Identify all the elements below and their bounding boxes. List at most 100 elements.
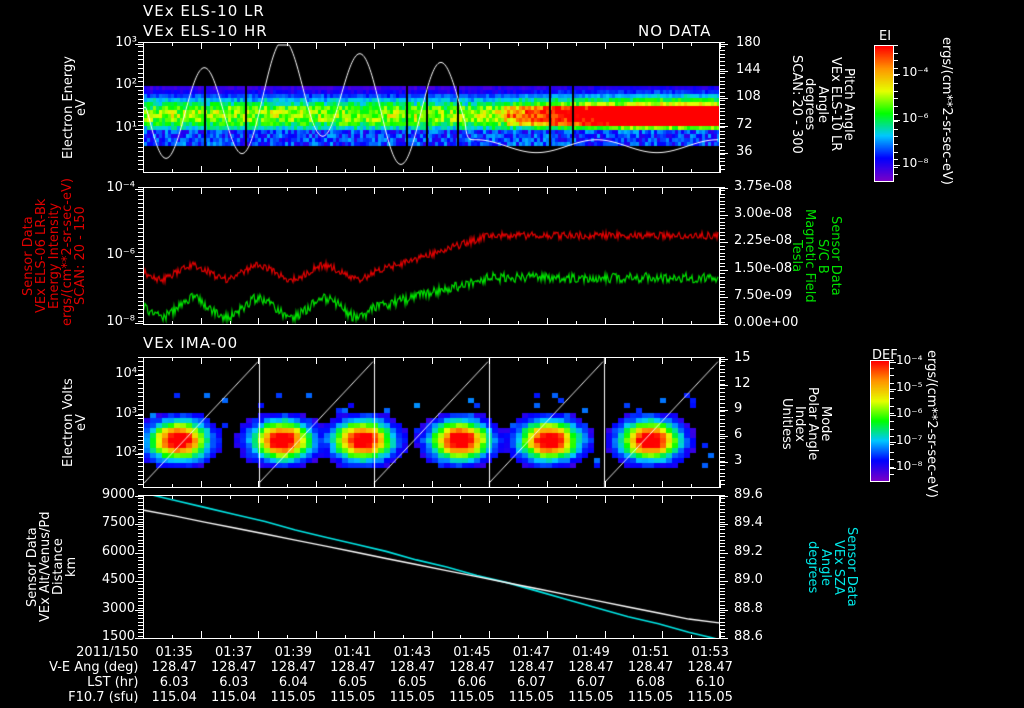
axis-tick xyxy=(894,144,898,145)
table-cell: 115.04 xyxy=(151,690,197,705)
axis-tick xyxy=(720,187,721,194)
axis-tick xyxy=(720,449,725,450)
axis-tick xyxy=(720,266,725,267)
axis-tick xyxy=(720,638,728,639)
axis-tick xyxy=(720,225,725,226)
axis-tick xyxy=(691,187,692,191)
axis-tick xyxy=(633,42,634,46)
axis-tick xyxy=(138,567,143,568)
axis-tick xyxy=(720,469,725,470)
axis-tick xyxy=(138,584,143,585)
panel4-plot-area[interactable] xyxy=(143,495,720,639)
panel2-plot-area[interactable] xyxy=(143,187,720,325)
axis-tick xyxy=(138,449,143,450)
axis-tick xyxy=(258,42,259,49)
axis-tick-label: 6 xyxy=(734,427,743,442)
panel1-plot-area[interactable] xyxy=(143,42,720,173)
axis-tick xyxy=(138,543,143,544)
axis-tick xyxy=(720,294,725,295)
axis-tick xyxy=(890,421,894,422)
axis-tick xyxy=(720,615,725,616)
axis-tick xyxy=(894,75,898,76)
axis-tick xyxy=(720,380,725,381)
axis-tick xyxy=(138,383,143,384)
axis-tick xyxy=(138,519,143,520)
axis-tick xyxy=(605,166,606,173)
axis-tick xyxy=(258,318,259,325)
axis-tick xyxy=(345,484,346,488)
axis-tick xyxy=(720,188,728,189)
axis-tick xyxy=(720,131,725,132)
axis-tick xyxy=(138,264,143,265)
table-cell: 01:37 xyxy=(215,645,253,660)
axis-tick xyxy=(720,438,725,439)
axis-tick xyxy=(138,321,143,322)
axis-tick xyxy=(138,236,143,237)
axis-tick xyxy=(143,631,144,639)
axis-tick xyxy=(138,103,143,104)
axis-tick xyxy=(201,481,202,488)
axis-tick xyxy=(720,119,725,120)
axis-tick-label: 10⁻⁶ xyxy=(896,406,923,420)
axis-tick-label: 4500 xyxy=(101,572,135,587)
axis-tick xyxy=(576,495,577,499)
axis-tick xyxy=(201,318,202,325)
axis-tick xyxy=(143,166,144,173)
axis-tick xyxy=(720,259,725,260)
axis-tick xyxy=(138,284,143,285)
panel3-plot-area[interactable] xyxy=(143,357,720,488)
axis-tick-label: 7500 xyxy=(101,515,135,530)
axis-tick xyxy=(720,318,725,319)
axis-tick xyxy=(374,357,375,364)
axis-tick xyxy=(138,553,143,554)
axis-tick xyxy=(605,357,606,364)
axis-tick xyxy=(605,481,606,488)
axis-tick xyxy=(403,42,404,46)
axis-tick xyxy=(720,461,725,462)
axis-tick xyxy=(720,419,725,420)
axis-tick xyxy=(135,323,143,324)
table-cell: 01:35 xyxy=(155,645,193,660)
axis-tick xyxy=(720,235,725,236)
axis-tick-label: 9000 xyxy=(101,487,135,502)
axis-tick xyxy=(720,502,725,503)
table-cell: 128.47 xyxy=(508,660,555,675)
axis-tick-label: 10⁻⁸ xyxy=(902,156,929,170)
axis-tick xyxy=(720,388,725,389)
axis-tick xyxy=(720,536,725,537)
axis-tick-label: 3 xyxy=(734,453,743,468)
axis-tick xyxy=(138,570,143,571)
axis-tick xyxy=(720,426,725,427)
axis-tick xyxy=(720,77,725,78)
table-row: LST (hr) 6.03 6.03 6.04 6.05 6.05 6.06 6.07 6.07… xyxy=(0,675,740,690)
axis-tick xyxy=(138,361,143,362)
axis-tick xyxy=(720,581,725,582)
axis-tick xyxy=(890,467,894,468)
axis-tick xyxy=(720,134,725,135)
axis-tick xyxy=(720,473,725,474)
axis-tick xyxy=(890,398,894,399)
axis-tick-label: 89.4 xyxy=(734,515,763,530)
axis-tick xyxy=(894,165,900,166)
axis-tick xyxy=(138,479,143,480)
axis-tick xyxy=(720,385,728,386)
axis-tick xyxy=(135,454,143,455)
axis-tick xyxy=(138,293,143,294)
axis-tick xyxy=(138,475,143,476)
axis-tick xyxy=(720,481,721,488)
colorbar1 xyxy=(874,45,894,182)
axis-tick xyxy=(720,442,725,443)
axis-tick xyxy=(518,321,519,325)
axis-tick xyxy=(403,187,404,191)
axis-tick xyxy=(432,481,433,488)
axis-tick-label: 89.6 xyxy=(734,487,763,502)
axis-tick xyxy=(201,42,202,49)
axis-tick xyxy=(894,129,898,130)
axis-tick xyxy=(460,495,461,499)
axis-tick-label: 10³ xyxy=(115,35,137,50)
axis-tick xyxy=(720,304,725,305)
axis-tick xyxy=(720,372,725,373)
axis-tick-label: 10⁻⁶ xyxy=(106,247,135,262)
axis-tick xyxy=(720,92,725,93)
axis-tick xyxy=(138,51,143,52)
